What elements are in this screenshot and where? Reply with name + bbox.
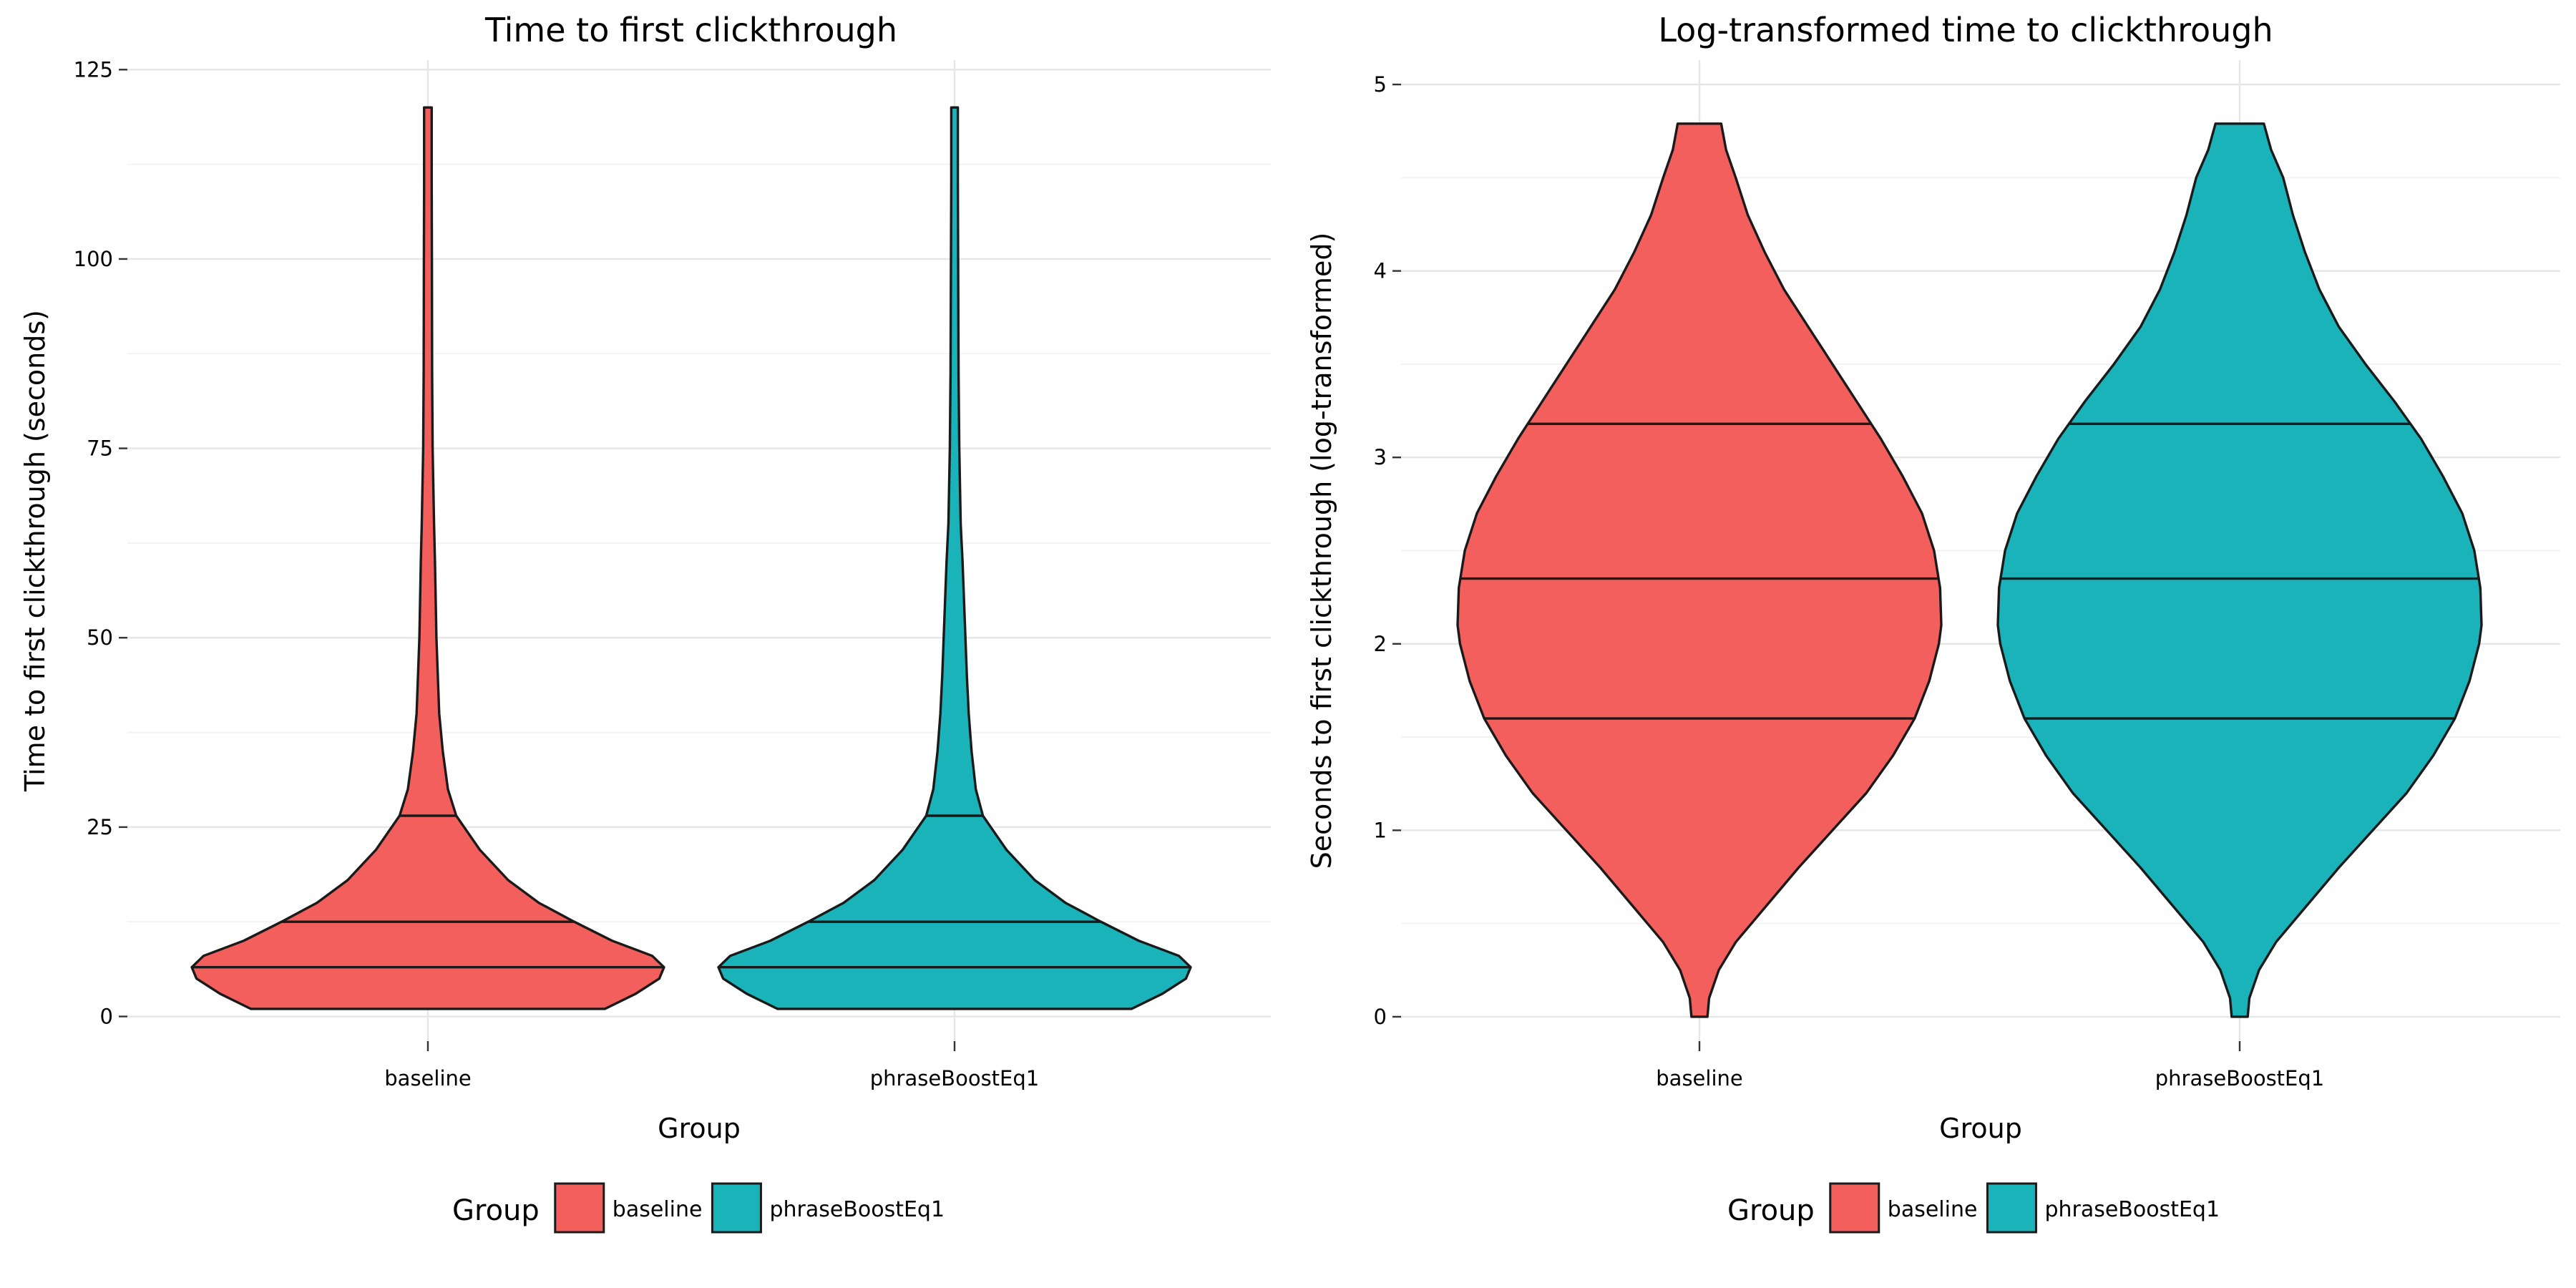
legend-key-baseline xyxy=(1829,1182,1880,1234)
y-axis-label: Time to first clickthrough (seconds) xyxy=(19,310,51,792)
y-tick-label: 100 xyxy=(74,247,113,271)
x-axis-label: Group xyxy=(658,1113,741,1144)
y-tick-label: 25 xyxy=(87,815,113,839)
violin-baseline xyxy=(190,106,665,1010)
legend-label: phraseBoostEq1 xyxy=(2044,1197,2220,1222)
legend: Group baseline phraseBoostEq1 xyxy=(452,1182,945,1234)
y-tick-label: 0 xyxy=(100,1005,113,1029)
x-tick-label: phraseBoostEq1 xyxy=(870,1066,1039,1091)
y-tick-label: 0 xyxy=(1374,1005,1387,1029)
chart-title: Log-transformed time to clickthrough xyxy=(1658,11,2273,49)
y-axis-label: Seconds to first clickthrough (log-trans… xyxy=(1306,233,1337,869)
legend-title: Group xyxy=(1727,1194,1815,1227)
chart-panel-2: 0 1 2 3 4 5 baseline phraseBoostEq1 Log-transfor… xyxy=(1306,11,2560,1234)
legend-key-phraseBoostEq1 xyxy=(711,1182,762,1234)
y-tick-label: 3 xyxy=(1374,445,1387,469)
legend-label: baseline xyxy=(1888,1197,1978,1222)
y-tick-label: 75 xyxy=(87,436,113,461)
x-tick-label: baseline xyxy=(1656,1066,1742,1091)
chart-panel-1: 0 25 50 75 100 125 baseline phraseBoostEq1 Time … xyxy=(19,11,1271,1234)
legend-title: Group xyxy=(452,1194,540,1227)
legend-key-baseline xyxy=(554,1182,605,1234)
violin-baseline xyxy=(1456,122,1943,1018)
legend-key-phraseBoostEq1 xyxy=(1986,1182,2037,1234)
violin-phraseBoostEq1 xyxy=(1996,122,2483,1018)
y-tick-label: 4 xyxy=(1374,259,1387,283)
y-tick-label: 1 xyxy=(1374,818,1387,842)
legend-label: baseline xyxy=(613,1197,703,1222)
x-tick-label: phraseBoostEq1 xyxy=(2155,1066,2324,1091)
x-tick-label: baseline xyxy=(384,1066,471,1091)
y-tick-label: 5 xyxy=(1374,72,1387,97)
legend: Group baseline phraseBoostEq1 xyxy=(1727,1182,2220,1234)
violin-phraseBoostEq1 xyxy=(717,106,1192,1010)
x-axis-label: Group xyxy=(1939,1113,2022,1144)
legend-label: phraseBoostEq1 xyxy=(769,1197,945,1222)
chart-title: Time to first clickthrough xyxy=(484,11,897,49)
y-tick-label: 2 xyxy=(1374,632,1387,656)
y-tick-label: 125 xyxy=(74,57,113,82)
y-tick-label: 50 xyxy=(87,625,113,650)
